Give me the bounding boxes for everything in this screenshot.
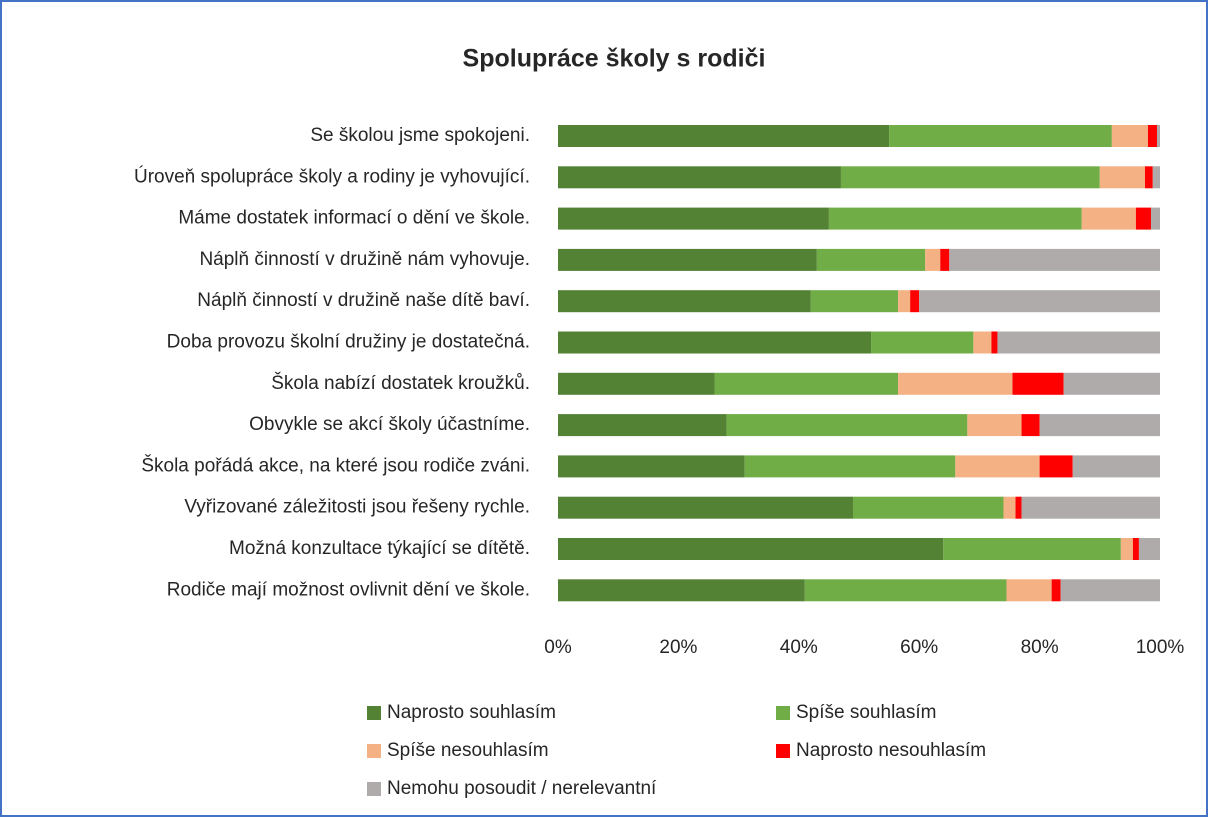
legend-swatch bbox=[776, 706, 790, 720]
bar-segment bbox=[898, 372, 1013, 395]
legend-swatch bbox=[776, 744, 790, 758]
chart-title: Spolupráce školy s rodiči bbox=[463, 45, 766, 73]
legend-label: Nemohu posoudit / nerelevantní bbox=[387, 778, 657, 799]
y-tick-label: Náplň činností v družině nám vyhovuje. bbox=[199, 249, 530, 270]
x-tick-label: 40% bbox=[780, 637, 818, 658]
y-tick-label: Obvykle se akcí školy účastníme. bbox=[249, 414, 530, 435]
bar-segment bbox=[940, 248, 950, 271]
bar-segment bbox=[1006, 579, 1052, 602]
bar-segment bbox=[1051, 579, 1061, 602]
bar-segment bbox=[967, 414, 1022, 437]
bar-segment bbox=[1099, 166, 1145, 189]
bar-segment bbox=[558, 579, 805, 602]
bar-segment bbox=[949, 248, 1160, 271]
bar-segment bbox=[1039, 414, 1160, 437]
bar-segment bbox=[810, 290, 899, 313]
y-tick-label: Úroveň spolupráce školy a rodiny je vyho… bbox=[134, 165, 530, 187]
bar-segment bbox=[1120, 538, 1133, 560]
bar-segment bbox=[558, 496, 853, 519]
bar-segment bbox=[726, 414, 968, 437]
x-tick-label: 100% bbox=[1136, 637, 1185, 658]
bar-segment bbox=[816, 248, 926, 271]
bar-segment bbox=[558, 125, 890, 147]
bar-segment bbox=[852, 496, 1004, 519]
bar-segment bbox=[991, 331, 998, 354]
bar-segment bbox=[955, 455, 1040, 478]
y-tick-label: Doba provozu školní družiny je dostatečn… bbox=[167, 332, 530, 353]
bar-segment bbox=[558, 207, 829, 230]
bar-segment bbox=[714, 372, 899, 395]
bar-segment bbox=[744, 455, 956, 478]
bar-segment bbox=[1039, 455, 1073, 478]
bar-segment bbox=[943, 538, 1121, 560]
bar-segment bbox=[1003, 496, 1016, 519]
legend-label: Naprosto nesouhlasím bbox=[796, 740, 986, 761]
bar-segment bbox=[997, 331, 1160, 354]
bar-segment bbox=[1156, 125, 1160, 147]
bar-segment bbox=[973, 331, 992, 354]
x-tick-label: 20% bbox=[659, 637, 697, 658]
bar-segment bbox=[1063, 372, 1160, 395]
bar-segment bbox=[1021, 414, 1040, 437]
bar-segment bbox=[1021, 496, 1160, 519]
legend-swatch bbox=[367, 782, 381, 796]
y-tick-label: Rodiče mají možnost ovlivnit dění ve ško… bbox=[167, 579, 530, 600]
y-tick-label: Máme dostatek informací o dění ve škole. bbox=[178, 208, 530, 229]
bar-segment bbox=[1150, 207, 1160, 230]
bar-segment bbox=[1144, 166, 1153, 189]
legend-swatch bbox=[367, 744, 381, 758]
legend-label: Naprosto souhlasím bbox=[387, 702, 556, 723]
y-tick-label: Se školou jsme spokojeni. bbox=[310, 125, 530, 146]
bar-segment bbox=[889, 125, 1112, 147]
bar-segment bbox=[910, 290, 920, 313]
bar-segment bbox=[1147, 125, 1157, 147]
bar-segment bbox=[925, 248, 941, 271]
y-tick-label: Škola pořádá akce, na které jsou rodiče … bbox=[141, 454, 530, 476]
legend-label: Spíše nesouhlasím bbox=[387, 740, 549, 761]
bar-segment bbox=[1152, 166, 1160, 189]
bar-segment bbox=[558, 372, 715, 395]
y-tick-label: Náplň činností v družině naše dítě baví. bbox=[197, 290, 530, 311]
bar-segment bbox=[1132, 538, 1139, 560]
bar-segment bbox=[558, 166, 841, 189]
bar-segment bbox=[1081, 207, 1136, 230]
bar-segment bbox=[1135, 207, 1151, 230]
bar-segment bbox=[804, 579, 1007, 602]
bar-segment bbox=[558, 290, 811, 313]
bar-segment bbox=[558, 248, 817, 271]
bar-segment bbox=[828, 207, 1082, 230]
bar-segment bbox=[1015, 496, 1022, 519]
bar-segment bbox=[1138, 538, 1160, 560]
bar-segment bbox=[919, 290, 1160, 313]
bar-segment bbox=[558, 414, 727, 437]
legend-label: Spíše souhlasím bbox=[796, 702, 936, 723]
bar-segment bbox=[558, 455, 745, 478]
x-tick-label: 0% bbox=[544, 637, 572, 658]
bar-segment bbox=[558, 538, 944, 560]
bar-segment bbox=[558, 331, 872, 354]
legend-swatch bbox=[367, 706, 381, 720]
x-tick-label: 60% bbox=[900, 637, 938, 658]
y-tick-label: Vyřizované záležitosti jsou řešeny rychl… bbox=[184, 497, 530, 518]
x-tick-label: 80% bbox=[1021, 637, 1059, 658]
bar-segment bbox=[1111, 125, 1148, 147]
bar-segment bbox=[1060, 579, 1160, 602]
y-tick-label: Škola nabízí dostatek kroužků. bbox=[271, 372, 530, 394]
bar-segment bbox=[871, 331, 974, 354]
y-tick-label: Možná konzultace týkající se dítětě. bbox=[229, 538, 530, 559]
bar-segment bbox=[1012, 372, 1064, 395]
bar-segment bbox=[1072, 455, 1160, 478]
bar-segment bbox=[898, 290, 911, 313]
bar-segment bbox=[840, 166, 1100, 189]
